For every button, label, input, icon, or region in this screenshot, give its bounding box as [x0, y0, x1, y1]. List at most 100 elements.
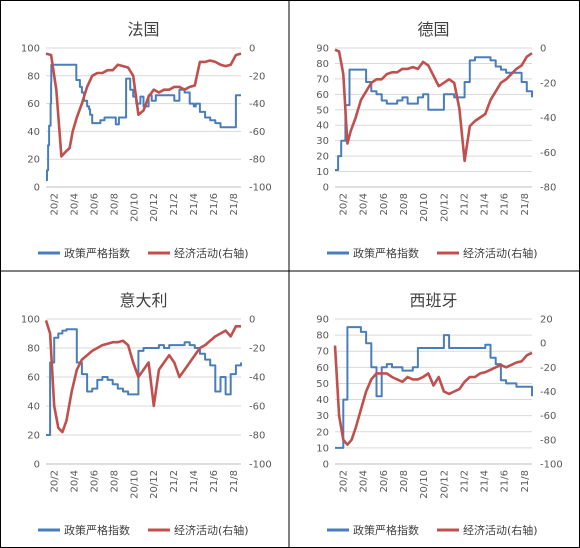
x-tick-label: 20/2	[339, 193, 350, 215]
y-right-tick-label: -100	[249, 460, 272, 471]
y-right-tick-label: -20	[540, 363, 556, 374]
y-left-tick-label: 50	[316, 105, 329, 116]
y-left-tick-label: 20	[316, 427, 329, 438]
x-tick-label: 20/12	[149, 470, 160, 499]
x-tick-label: 20/8	[399, 193, 410, 215]
x-tick-label: 20/8	[109, 193, 120, 215]
x-tick-label: 20/4	[69, 193, 80, 215]
x-tick-label: 21/2	[459, 470, 470, 492]
legend-label-activity: 经济活动(右轴)	[463, 523, 538, 537]
y-left-tick-label: 20	[27, 431, 40, 442]
y-left-tick-label: 0	[34, 183, 40, 194]
y-left-tick-label: 80	[27, 71, 40, 82]
y-left-tick-label: 80	[316, 331, 329, 342]
chart-svg: 西班牙0102030405060708090-100-80-60-40-2002…	[316, 291, 563, 537]
x-tick-label: 20/8	[109, 470, 120, 492]
x-tick-label: 20/6	[89, 470, 100, 492]
y-left-tick-label: 90	[316, 44, 329, 55]
x-tick-label: 20/6	[379, 470, 390, 492]
y-left-tick-label: 50	[316, 379, 329, 390]
x-tick-label: 21/2	[169, 193, 180, 215]
x-tick-label: 20/8	[399, 470, 410, 492]
y-right-tick-label: -20	[540, 78, 556, 89]
x-tick-label: 20/6	[89, 193, 100, 215]
y-left-tick-label: 0	[323, 183, 329, 194]
x-tick-label: 21/6	[209, 470, 220, 492]
y-left-tick-label: 0	[34, 460, 40, 471]
x-tick-label: 20/4	[359, 193, 370, 215]
economic-activity-line	[334, 48, 533, 163]
y-left-tick-label: 0	[323, 460, 329, 471]
y-left-tick-label: 30	[316, 136, 329, 147]
y-right-tick-label: -20	[249, 344, 265, 355]
x-tick-label: 21/8	[229, 193, 240, 215]
legend-label-policy: 政策严格指数	[353, 523, 419, 537]
chart-panel-germany: 德国 0 10 20 30 40 50 60 70 80 90 -80 -60 -40 -20 0 20/2 20…	[289, 0, 580, 271]
policy-index-line	[335, 326, 533, 449]
x-tick-label: 21/2	[459, 193, 470, 215]
x-tick-label: 21/2	[169, 470, 180, 492]
economic-activity-line	[333, 345, 533, 446]
y-left-tick-label: 60	[27, 373, 40, 384]
y-right-tick-label: 0	[540, 339, 546, 350]
x-tick-label: 21/4	[480, 470, 491, 492]
y-left-tick-label: 10	[316, 443, 329, 454]
chart-title: 德国	[417, 20, 449, 39]
chart-svg: 法国 0 20 40 60 80 100 -100 -80 -60 -40 -20 0 20/2 20/4 2…	[21, 20, 272, 260]
x-tick-label: 21/6	[500, 470, 511, 492]
chart-panel-spain: 西班牙 0 10 20 30 40 50 60 70 80 90 -100 -80 -60 -40 -20 0 2…	[289, 271, 580, 548]
y-right-tick-label: -40	[540, 387, 556, 398]
y-left-tick-label: 80	[316, 59, 329, 70]
chart-panel-italy: 意大利 0 20 40 60 80 100 -100 -80 -60 -40 -20 0 20/2 20/4…	[0, 271, 289, 548]
y-right-tick-label: -40	[540, 113, 556, 124]
y-right-tick-label: -80	[249, 431, 265, 442]
legend-label-policy: 政策严格指数	[64, 246, 130, 260]
y-left-tick-label: 40	[316, 395, 329, 406]
x-tick-label: 21/8	[520, 193, 531, 215]
y-right-tick-label: -80	[540, 183, 556, 194]
y-left-tick-label: 40	[316, 121, 329, 132]
y-right-tick-label: -80	[540, 435, 556, 446]
x-tick-label: 20/12	[149, 193, 160, 222]
x-tick-label: 20/10	[129, 470, 140, 499]
policy-index-line	[46, 328, 242, 436]
y-left-tick-label: 10	[316, 167, 329, 178]
y-right-tick-label: -40	[249, 373, 265, 384]
y-left-tick-label: 90	[316, 315, 329, 326]
y-right-tick-label: -80	[249, 155, 265, 166]
y-left-tick-label: 60	[316, 363, 329, 374]
y-left-tick-label: 60	[316, 90, 329, 101]
x-tick-label: 20/4	[69, 470, 80, 492]
x-tick-label: 21/4	[189, 470, 200, 492]
legend-label-policy: 政策严格指数	[64, 523, 130, 537]
y-right-tick-label: -60	[540, 148, 556, 159]
legend-label-activity: 经济活动(右轴)	[463, 246, 538, 260]
y-right-tick-label: 0	[249, 44, 255, 55]
chart-title: 西班牙	[409, 291, 457, 310]
economic-activity-line	[44, 320, 241, 434]
y-left-tick-label: 100	[21, 44, 40, 55]
y-left-tick-label: 40	[27, 127, 40, 138]
y-left-tick-label: 100	[21, 315, 40, 326]
x-tick-label: 20/2	[339, 470, 350, 492]
y-left-tick-label: 20	[316, 152, 329, 163]
y-right-tick-label: -40	[249, 99, 265, 110]
y-right-tick-label: -60	[249, 402, 265, 413]
y-left-tick-label: 40	[27, 402, 40, 413]
y-left-tick-label: 70	[316, 74, 329, 85]
y-right-tick-label: -60	[249, 127, 265, 138]
chart-title: 意大利	[119, 291, 167, 310]
y-right-tick-label: -100	[249, 183, 272, 194]
legend-label-policy: 政策严格指数	[353, 246, 419, 260]
x-tick-label: 20/2	[50, 470, 61, 492]
x-tick-label: 20/12	[439, 193, 450, 222]
x-tick-label: 20/10	[419, 470, 430, 499]
x-tick-label: 20/6	[379, 193, 390, 215]
x-tick-label: 21/8	[520, 470, 531, 492]
y-right-tick-label: 0	[540, 44, 546, 55]
y-right-tick-label: 20	[540, 315, 553, 326]
chart-svg: 意大利 0 20 40 60 80 100 -100 -80 -60 -40 -20 0 20/2 20/4…	[21, 291, 272, 537]
y-right-tick-label: -100	[540, 460, 563, 471]
y-left-tick-label: 80	[27, 344, 40, 355]
